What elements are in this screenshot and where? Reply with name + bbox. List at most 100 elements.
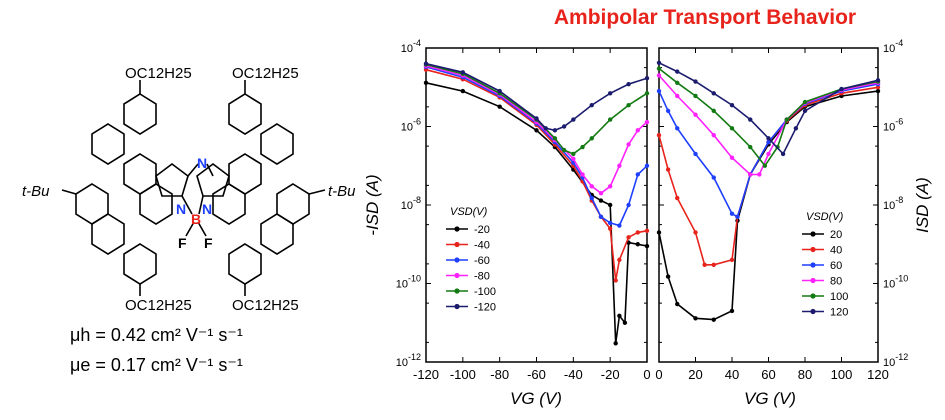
series-line xyxy=(658,67,879,168)
data-point xyxy=(656,60,662,65)
legend-marker xyxy=(810,308,816,315)
data-point xyxy=(607,117,613,122)
data-point xyxy=(552,128,558,133)
legend-label: 100 xyxy=(830,291,848,303)
y-tick-label: 10-8 xyxy=(883,195,903,212)
data-point xyxy=(617,163,622,168)
legend-marker xyxy=(810,246,816,253)
data-point xyxy=(656,230,662,235)
data-point xyxy=(693,151,698,157)
data-point xyxy=(607,202,613,208)
molecule-structure: OC12H25 OC12H25 OC12H25 OC12H25 t-Bu t-B… xyxy=(22,65,356,314)
data-point xyxy=(635,242,640,247)
data-point xyxy=(598,198,604,203)
x-tick-label: 40 xyxy=(725,367,739,382)
legend-title: VSD(V) xyxy=(450,206,488,218)
data-point xyxy=(607,91,613,96)
legend-label: 40 xyxy=(830,245,842,257)
x-tick-label: -100 xyxy=(450,367,476,382)
legend-marker xyxy=(810,231,816,237)
data-point xyxy=(589,184,594,189)
series-line xyxy=(658,62,879,156)
data-point xyxy=(635,128,640,133)
series-line xyxy=(425,68,648,281)
data-point xyxy=(802,99,808,105)
series-line xyxy=(658,83,879,218)
ring xyxy=(212,183,246,225)
x-tick-label: 0 xyxy=(643,367,650,382)
y-tick-label: 10-4 xyxy=(401,38,421,55)
y-tick-label: 10-4 xyxy=(883,38,903,55)
legend-label: -20 xyxy=(474,224,490,236)
y-tick-label: 10-6 xyxy=(883,117,903,134)
data-point xyxy=(875,88,881,94)
electron-mobility: μe = 0.17 cm² V⁻¹ s⁻¹ xyxy=(70,355,243,375)
x-tick-label: -60 xyxy=(527,367,546,382)
data-point xyxy=(607,184,613,189)
data-point xyxy=(613,278,618,283)
x-axis-title: VG (V) xyxy=(744,389,796,408)
atom-f2: F xyxy=(204,235,213,251)
data-point xyxy=(766,151,771,157)
data-point xyxy=(644,76,650,81)
data-point xyxy=(766,139,771,145)
y-axis-title-left: -ISD (A) xyxy=(363,174,382,235)
data-point xyxy=(711,91,716,96)
data-point xyxy=(644,163,650,168)
legend-label: 20 xyxy=(830,229,842,241)
series-line xyxy=(425,63,648,155)
data-point xyxy=(735,214,740,220)
data-point xyxy=(613,341,618,346)
data-point xyxy=(693,316,698,321)
subst-bottom-left: OC12H25 xyxy=(125,297,192,314)
y-axis-title-right: ISD (A) xyxy=(913,177,932,233)
data-point xyxy=(622,320,628,325)
data-point xyxy=(875,85,881,90)
data-point xyxy=(534,116,539,121)
atom-n-right: N xyxy=(202,201,212,217)
data-point xyxy=(617,313,622,319)
legend-marker xyxy=(454,272,460,279)
data-point xyxy=(534,128,539,133)
data-point xyxy=(729,126,735,131)
data-point xyxy=(626,102,631,108)
data-point xyxy=(675,195,680,201)
x-tick-label: 60 xyxy=(761,367,775,382)
data-point xyxy=(802,108,808,114)
y-tick-label: 10-10 xyxy=(883,274,908,291)
data-point xyxy=(552,136,558,141)
x-axis-title: VG (V) xyxy=(510,389,562,408)
data-point xyxy=(693,79,698,84)
data-point xyxy=(748,172,753,177)
legend-marker xyxy=(454,226,460,232)
data-point xyxy=(589,195,594,201)
data-point xyxy=(675,301,680,307)
atom-n-left: N xyxy=(176,201,186,217)
x-tick-label: 20 xyxy=(688,367,702,382)
ring xyxy=(139,183,173,225)
data-point xyxy=(875,78,881,83)
legend-marker xyxy=(454,241,460,248)
y-tick-label: 10-12 xyxy=(396,352,421,369)
data-point xyxy=(729,155,735,160)
data-point xyxy=(598,214,604,220)
ring xyxy=(260,123,294,165)
legend-marker xyxy=(810,262,816,268)
x-tick-label: -40 xyxy=(564,367,583,382)
data-point xyxy=(766,136,771,141)
data-point xyxy=(617,223,622,228)
data-point xyxy=(675,80,680,85)
data-point xyxy=(423,61,429,66)
y-tick-label: 10-6 xyxy=(401,117,421,134)
data-point xyxy=(497,88,502,94)
data-point xyxy=(607,220,613,226)
data-point xyxy=(665,167,671,172)
data-point xyxy=(793,126,799,131)
data-point xyxy=(693,112,698,117)
legend-marker xyxy=(810,277,816,284)
tbu-right: t-Bu xyxy=(328,183,356,200)
legend-label: -80 xyxy=(474,271,490,283)
data-point xyxy=(839,86,844,92)
data-point xyxy=(607,226,613,231)
data-point xyxy=(580,144,585,150)
